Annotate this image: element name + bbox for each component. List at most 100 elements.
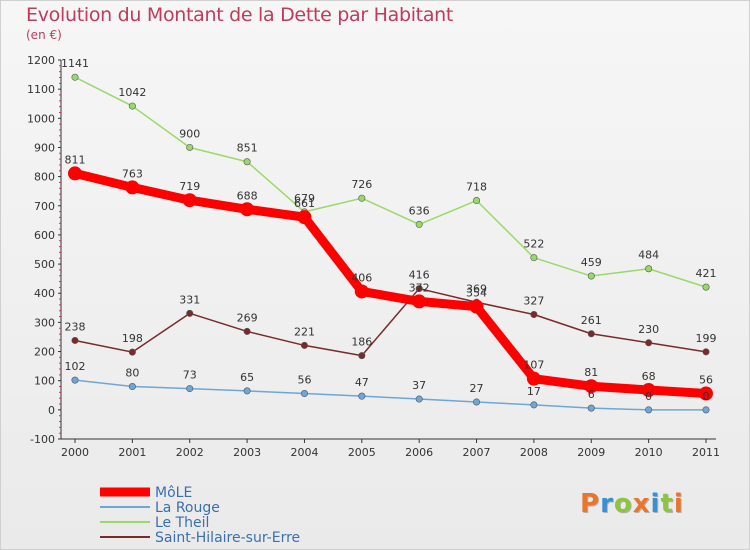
data-label-2: 1042 [118,86,146,99]
series-point-2 [71,73,79,81]
data-label-3: 269 [237,311,258,324]
legend-label: Saint-Hilaire-sur-Erre [155,530,300,546]
series-point-2 [702,283,710,291]
data-label-0: 763 [122,167,143,180]
data-label-3: 230 [638,323,659,336]
series-point-1 [186,385,194,393]
data-label-3: 369 [466,282,487,295]
data-label-2: 484 [638,249,659,262]
y-tick-label: 300 [34,316,55,329]
x-tick-label: 2007 [463,446,491,459]
data-label-2: 421 [696,267,717,280]
x-tick-label: 2001 [118,446,146,459]
chart-series [68,73,713,414]
y-tick-label: 400 [34,287,55,300]
y-tick-label: 500 [34,258,55,271]
data-label-3: 198 [122,332,143,345]
chart-axes: -100010020030040050060070080090010001100… [27,54,720,459]
series-point-2 [128,102,136,110]
data-label-0: 719 [179,180,200,193]
y-tick-label: 0 [48,404,55,417]
series-point-1 [128,383,136,391]
series-point-3 [243,327,251,335]
data-label-3: 186 [351,336,372,349]
logo-letter: P [580,489,601,519]
logo-letter: t [660,489,674,519]
data-label-3: 331 [179,293,200,306]
series-point-2 [645,265,653,273]
data-label-2: 679 [294,192,315,205]
series-point-2 [530,254,538,262]
logo-letter: i [673,489,684,519]
series-point-3 [415,285,423,293]
data-label-2: 726 [351,178,372,191]
data-label-3: 261 [581,314,602,327]
data-label-1: 73 [183,369,197,382]
data-label-0: 81 [584,366,598,379]
series-line-1 [74,379,707,411]
data-label-1: 65 [240,371,254,384]
series-point-2 [243,158,251,166]
data-label-3: 327 [523,295,544,308]
x-tick-label: 2009 [577,446,605,459]
series-point-0 [354,284,369,299]
x-tick-label: 2008 [520,446,548,459]
series-point-2 [358,194,366,202]
logo-letter: o [613,489,633,519]
y-tick-label: 700 [34,200,55,213]
chart-subtitle: (en €) [26,28,62,42]
y-tick-label: 200 [34,346,55,359]
series-point-2 [415,220,423,228]
series-point-0 [297,210,312,225]
series-point-2 [186,143,194,151]
x-tick-label: 2006 [405,446,433,459]
data-label-0: 372 [409,281,430,294]
series-line-3 [74,287,707,357]
series-point-0 [68,166,82,181]
x-tick-label: 2003 [233,446,261,459]
x-tick-label: 2005 [348,446,376,459]
data-label-1: 0 [645,390,652,403]
data-label-0: 688 [237,189,258,202]
logo-letter: r [600,489,614,519]
data-label-2: 718 [466,181,487,194]
logo-letter: i [650,489,661,519]
x-tick-label: 2011 [692,446,720,459]
chart-title: Evolution du Montant de la Dette par Hab… [26,4,454,26]
data-label-0: 406 [351,271,372,284]
series-point-0 [469,299,484,314]
x-tick-label: 2002 [176,446,204,459]
y-tick-label: 1000 [27,112,55,125]
logo-letter: x [632,489,651,519]
series-line-2 [74,76,707,288]
series-point-1 [473,398,481,406]
y-tick-label: 1200 [27,54,55,67]
data-label-3: 199 [696,332,717,345]
series-point-3 [587,330,595,338]
y-tick-label: -100 [30,433,55,446]
proxiti-logo: Proxiti [580,489,684,519]
series-point-3 [645,339,653,347]
data-label-2: 459 [581,256,602,269]
legend-label: Le Theil [155,515,209,531]
series-point-0 [641,383,656,398]
series-point-1 [300,390,308,398]
data-label-1: 47 [355,376,369,389]
series-point-3 [71,336,79,344]
series-point-0 [240,202,255,217]
y-tick-label: 1100 [27,83,55,96]
data-label-1: 37 [412,379,426,392]
data-label-2: 636 [409,204,430,217]
y-tick-label: 800 [34,171,55,184]
data-label-1: 17 [527,385,541,398]
x-tick-label: 2000 [61,446,89,459]
data-label-3: 238 [65,320,86,333]
series-point-3 [128,348,136,356]
series-point-3 [186,309,194,317]
data-label-0: 56 [699,374,713,387]
legend-label: La Rouge [155,500,220,516]
series-point-1 [358,392,366,400]
y-tick-label: 600 [34,229,55,242]
series-point-1 [71,376,79,384]
